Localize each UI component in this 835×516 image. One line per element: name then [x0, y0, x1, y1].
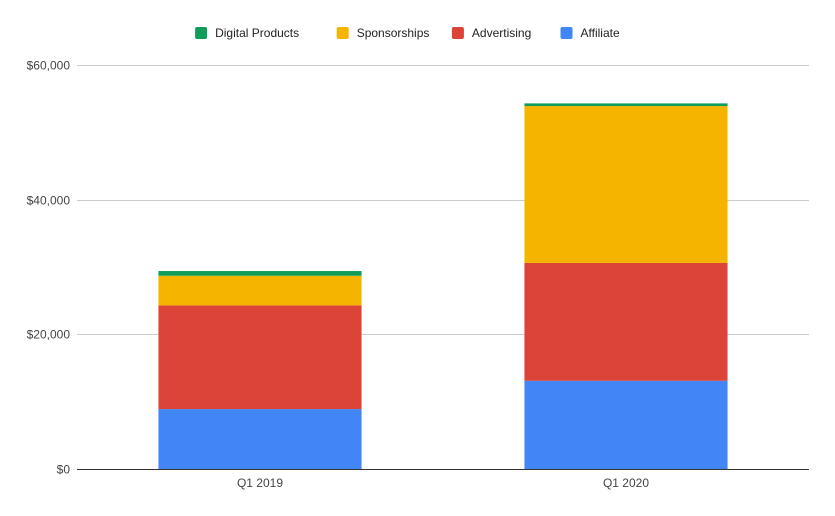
bar-segment-advertising[interactable] — [158, 305, 362, 410]
legend-item-sponsorships[interactable]: Sponsorships — [336, 26, 430, 40]
y-axis-tick-labels: $0 $20,000 $40,000 $60,000 — [27, 59, 71, 477]
bars — [158, 103, 728, 469]
legend-swatch — [560, 27, 573, 39]
x-tick-label: Q1 2020 — [603, 476, 649, 490]
y-tick-label: $20,000 — [27, 328, 71, 342]
legend: Digital Products Sponsorships Advertising A… — [195, 26, 620, 40]
x-tick-label: Q1 2019 — [237, 476, 283, 490]
legend-swatch — [195, 27, 208, 39]
bar-segment-digital-products[interactable] — [524, 103, 728, 107]
bar-segment-affiliate[interactable] — [524, 380, 728, 469]
y-tick-label: $60,000 — [27, 59, 71, 73]
x-axis-tick-labels: Q1 2019 Q1 2020 — [237, 476, 649, 490]
bar-segment-advertising[interactable] — [524, 262, 728, 381]
legend-swatch — [451, 27, 464, 39]
legend-label: Advertising — [472, 26, 531, 40]
bar-segment-sponsorships[interactable] — [158, 275, 362, 306]
bar-segment-digital-products[interactable] — [158, 271, 362, 276]
legend-item-advertising[interactable]: Advertising — [451, 26, 531, 40]
legend-item-affiliate[interactable]: Affiliate — [560, 26, 620, 40]
bar-segment-affiliate[interactable] — [158, 409, 362, 469]
bar-segment-sponsorships[interactable] — [524, 106, 728, 263]
legend-label: Affiliate — [581, 26, 620, 40]
y-tick-label: $40,000 — [27, 194, 71, 208]
y-tick-label: $0 — [57, 463, 71, 477]
legend-label: Sponsorships — [357, 26, 430, 40]
legend-swatch — [336, 27, 349, 39]
legend-item-digital-products[interactable]: Digital Products — [195, 26, 299, 40]
legend-label: Digital Products — [215, 26, 299, 40]
